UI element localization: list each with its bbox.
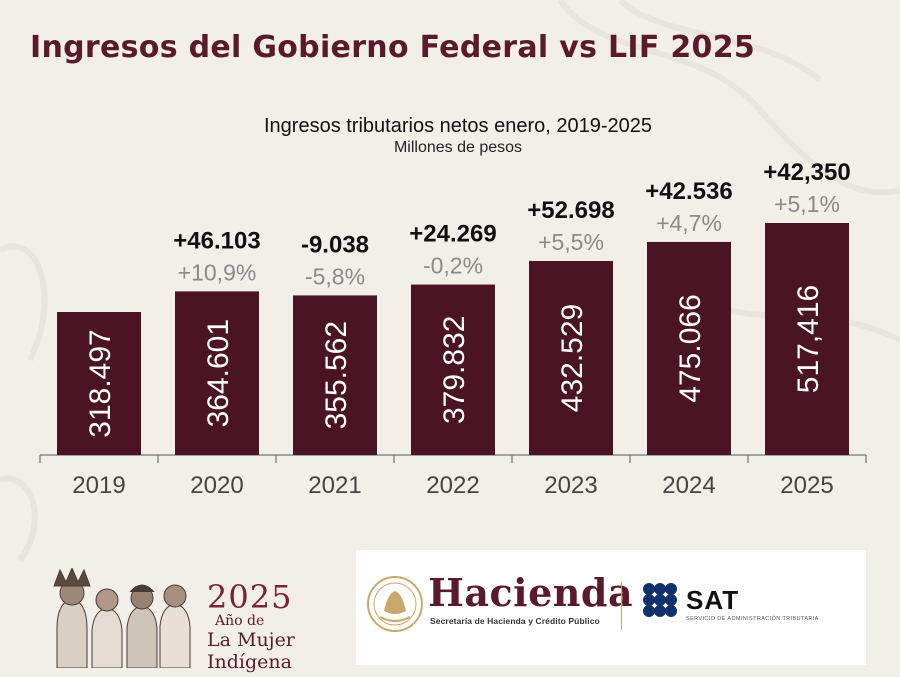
abs-change-label: +46.103 xyxy=(173,227,260,254)
logos-panel: Hacienda Secretaría de Hacienda y Crédit… xyxy=(356,550,866,665)
sat-dots-logo xyxy=(643,583,677,617)
pct-change-label: -5,8% xyxy=(305,263,365,289)
x-tick-label: 2024 xyxy=(662,472,715,499)
national-seal-icon xyxy=(367,576,423,632)
sat-subtitle: SERVICIO DE ADMINISTRACIÓN TRIBUTARIA xyxy=(686,616,819,622)
pct-change-label: -0,2% xyxy=(423,253,483,279)
bar-2023 xyxy=(529,260,613,455)
logo-divider xyxy=(621,582,622,630)
bar-value-label: 475.066 xyxy=(674,294,707,402)
abs-change-label: +52.698 xyxy=(527,197,614,224)
indigenous-women-illustration xyxy=(53,568,191,668)
page-title: Ingresos del Gobierno Federal vs LIF 202… xyxy=(30,30,756,65)
chart-subtitle: Millones de pesos xyxy=(394,139,522,156)
x-tick-label: 2025 xyxy=(780,472,833,499)
bar-chart: Ingresos tributarios netos enero, 2019-2… xyxy=(39,115,867,499)
bar-2019 xyxy=(57,312,141,455)
bar-2025 xyxy=(765,223,849,455)
chart-title: Ingresos tributarios netos enero, 2019-2… xyxy=(264,115,652,137)
bar-value-label: 517,416 xyxy=(792,285,825,393)
mujer-indigena-logo: 2025 Año de La Mujer Indígena xyxy=(207,580,295,673)
x-tick-label: 2020 xyxy=(190,472,243,499)
mujer-line2: Año de xyxy=(215,613,265,629)
x-tick-label: 2023 xyxy=(544,472,597,499)
x-tick-label: 2019 xyxy=(72,472,125,499)
hacienda-subtitle: Secretaría de Hacienda y Crédito Público xyxy=(430,616,600,626)
bar-value-label: 432.529 xyxy=(556,304,589,412)
bar-2024 xyxy=(647,241,731,455)
abs-change-label: +42,350 xyxy=(763,159,850,186)
abs-change-label: -9.038 xyxy=(301,231,369,258)
bar-2021 xyxy=(293,295,377,455)
bar-value-label: 318.497 xyxy=(84,329,117,437)
sat-name: SAT xyxy=(686,585,740,615)
pct-change-label: +4,7% xyxy=(656,210,722,236)
pct-change-label: +10,9% xyxy=(178,259,257,285)
x-tick-label: 2021 xyxy=(308,472,361,499)
bar-2020 xyxy=(175,291,259,455)
mujer-line4: Indígena xyxy=(207,651,292,673)
pct-change-label: +5,1% xyxy=(774,191,840,217)
mujer-line3: La Mujer xyxy=(207,629,295,651)
bar-value-label: 379.832 xyxy=(438,316,471,424)
bar-value-label: 355.562 xyxy=(320,321,353,429)
mujer-year: 2025 xyxy=(207,578,293,616)
hacienda-name: Hacienda xyxy=(428,570,634,615)
x-tick-label: 2022 xyxy=(426,472,479,499)
pct-change-label: +5,5% xyxy=(538,229,604,255)
bar-value-label: 364.601 xyxy=(202,319,235,427)
bar-2022 xyxy=(411,284,495,455)
abs-change-label: +42.536 xyxy=(645,178,732,205)
abs-change-label: +24.269 xyxy=(409,221,496,248)
